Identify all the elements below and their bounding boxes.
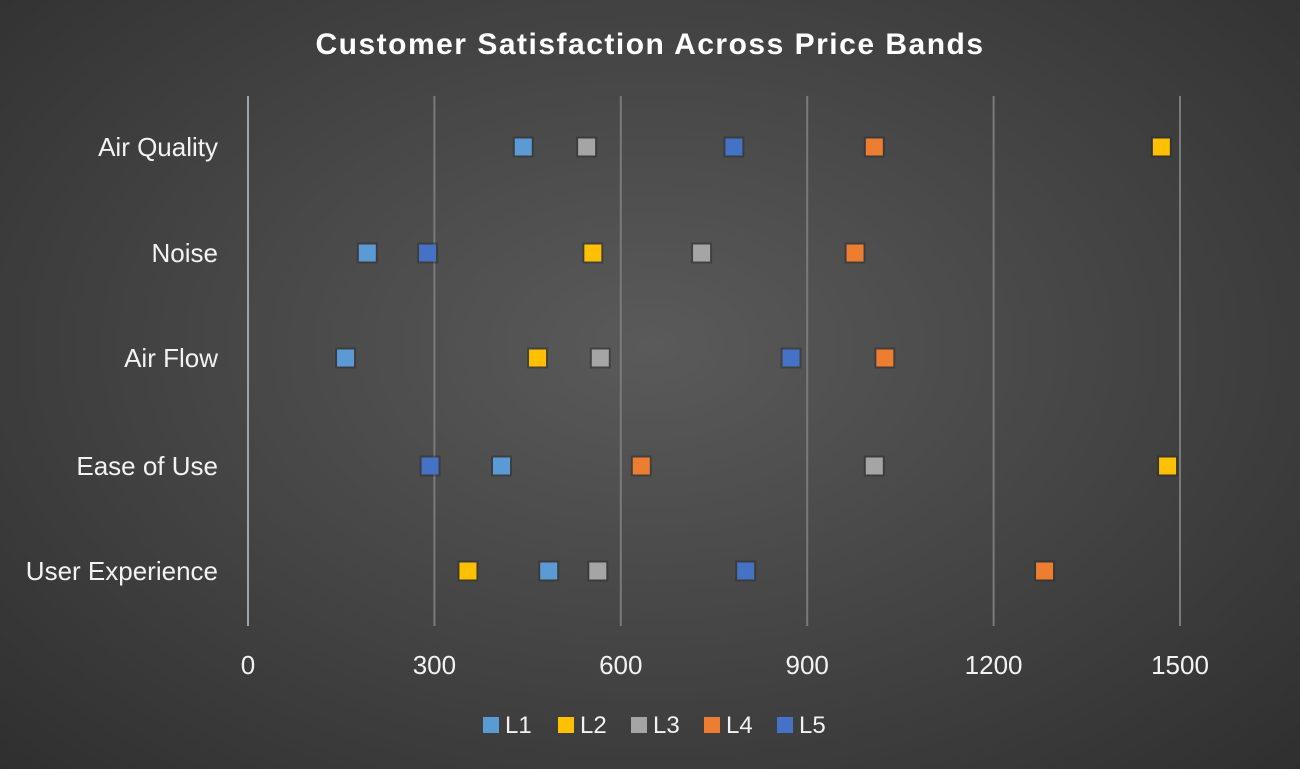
marker-l1-0: [514, 138, 532, 156]
legend-label-l5: L5: [799, 712, 826, 739]
legend-swatch-l5: [777, 717, 793, 733]
x-tick-label: 300: [413, 650, 456, 680]
legend-label-l2: L2: [580, 712, 607, 739]
legend-swatch-l1: [483, 717, 499, 733]
marker-l2-2: [529, 349, 547, 367]
marker-l1-1: [358, 244, 376, 262]
marker-l2-1: [584, 244, 602, 262]
marker-l2-3: [1159, 457, 1177, 475]
marker-l5-0: [725, 138, 743, 156]
category-label: Air Quality: [98, 132, 218, 162]
marker-l2-0: [1152, 138, 1170, 156]
marker-l3-1: [693, 244, 711, 262]
marker-l5-3: [421, 457, 439, 475]
legend-label-l4: L4: [726, 712, 753, 739]
marker-l1-2: [337, 349, 355, 367]
marker-l2-4: [459, 562, 477, 580]
category-label: Ease of Use: [76, 451, 218, 481]
marker-l4-1: [846, 244, 864, 262]
legend-swatch-l4: [704, 717, 720, 733]
category-label: User Experience: [26, 556, 218, 586]
marker-l4-2: [876, 349, 894, 367]
legend-label-l1: L1: [505, 712, 532, 739]
x-tick-label: 1200: [965, 650, 1023, 680]
category-label: Air Flow: [124, 343, 218, 373]
legend: L1 L2 L3 L4 L5: [483, 712, 826, 739]
marker-l4-4: [1036, 562, 1054, 580]
x-tick-label: 0: [241, 650, 255, 680]
marker-l3-0: [578, 138, 596, 156]
marker-l4-0: [865, 138, 883, 156]
marker-layer: [335, 136, 1179, 582]
x-tick-label: 900: [786, 650, 829, 680]
marker-l5-1: [419, 244, 437, 262]
category-label: Noise: [152, 238, 218, 268]
marker-l3-2: [591, 349, 609, 367]
axis-layer: 0 300 600 900 1200 1500 Air Quality Noise Air Fl…: [26, 96, 1209, 680]
legend-label-l3: L3: [653, 712, 680, 739]
grid-layer: [433, 96, 1181, 626]
marker-l5-4: [737, 562, 755, 580]
marker-l1-4: [540, 562, 558, 580]
marker-l1-3: [493, 457, 511, 475]
marker-l3-4: [589, 562, 607, 580]
x-tick-label: 600: [599, 650, 642, 680]
marker-l5-2: [782, 349, 800, 367]
x-tick-label: 1500: [1151, 650, 1209, 680]
legend-swatch-l2: [558, 717, 574, 733]
marker-l4-3: [632, 457, 650, 475]
legend-swatch-l3: [631, 717, 647, 733]
chart-title: Customer Satisfaction Across Price Bands: [315, 28, 984, 61]
marker-l3-3: [865, 457, 883, 475]
